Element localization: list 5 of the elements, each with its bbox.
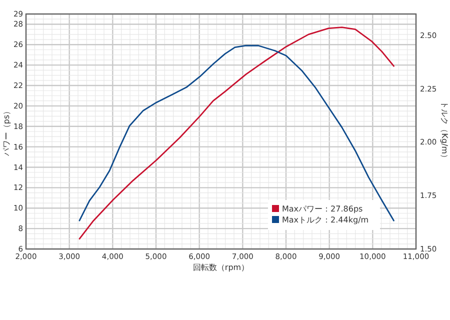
y-axis-title: パワー（ps）: [2, 106, 11, 158]
x-axis-title: 回転数（rpm）: [192, 263, 250, 272]
legend-label: Maxパワー：27.86ps: [282, 204, 363, 214]
y2-axis-title: トルク（Kg/m）: [440, 101, 449, 162]
legend-label: Maxトルク：2.44kg/m: [282, 216, 369, 224]
